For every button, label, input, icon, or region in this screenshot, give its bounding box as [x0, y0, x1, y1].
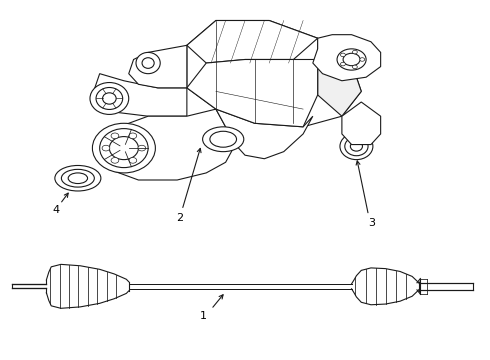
Circle shape	[138, 145, 146, 151]
Circle shape	[341, 53, 345, 57]
Ellipse shape	[142, 58, 154, 68]
Ellipse shape	[202, 127, 244, 152]
Ellipse shape	[337, 49, 366, 70]
Circle shape	[360, 58, 365, 61]
Circle shape	[129, 133, 137, 139]
Ellipse shape	[61, 169, 95, 187]
Circle shape	[352, 65, 357, 69]
Polygon shape	[129, 45, 187, 88]
Ellipse shape	[136, 53, 160, 74]
Text: 2: 2	[176, 213, 183, 223]
Polygon shape	[187, 21, 318, 63]
Text: 4: 4	[52, 205, 59, 215]
Ellipse shape	[93, 123, 155, 173]
Circle shape	[341, 62, 345, 66]
Text: 3: 3	[368, 217, 375, 228]
Circle shape	[111, 158, 119, 163]
Ellipse shape	[96, 87, 122, 109]
Circle shape	[102, 145, 110, 151]
Polygon shape	[216, 109, 313, 159]
Ellipse shape	[340, 133, 373, 159]
Ellipse shape	[90, 82, 129, 114]
Polygon shape	[318, 38, 361, 116]
Ellipse shape	[68, 173, 88, 184]
Text: 1: 1	[200, 311, 207, 321]
Polygon shape	[99, 109, 235, 180]
Circle shape	[129, 158, 137, 163]
Polygon shape	[187, 21, 361, 127]
Ellipse shape	[102, 93, 116, 104]
Ellipse shape	[350, 141, 363, 151]
Ellipse shape	[343, 53, 360, 66]
Polygon shape	[95, 74, 187, 116]
Ellipse shape	[210, 131, 237, 147]
Polygon shape	[313, 35, 381, 81]
Polygon shape	[187, 59, 318, 127]
Ellipse shape	[99, 129, 148, 168]
Ellipse shape	[345, 137, 368, 156]
Circle shape	[352, 50, 357, 54]
Circle shape	[111, 133, 119, 139]
Ellipse shape	[55, 166, 101, 191]
Polygon shape	[342, 102, 381, 145]
Ellipse shape	[109, 136, 138, 159]
